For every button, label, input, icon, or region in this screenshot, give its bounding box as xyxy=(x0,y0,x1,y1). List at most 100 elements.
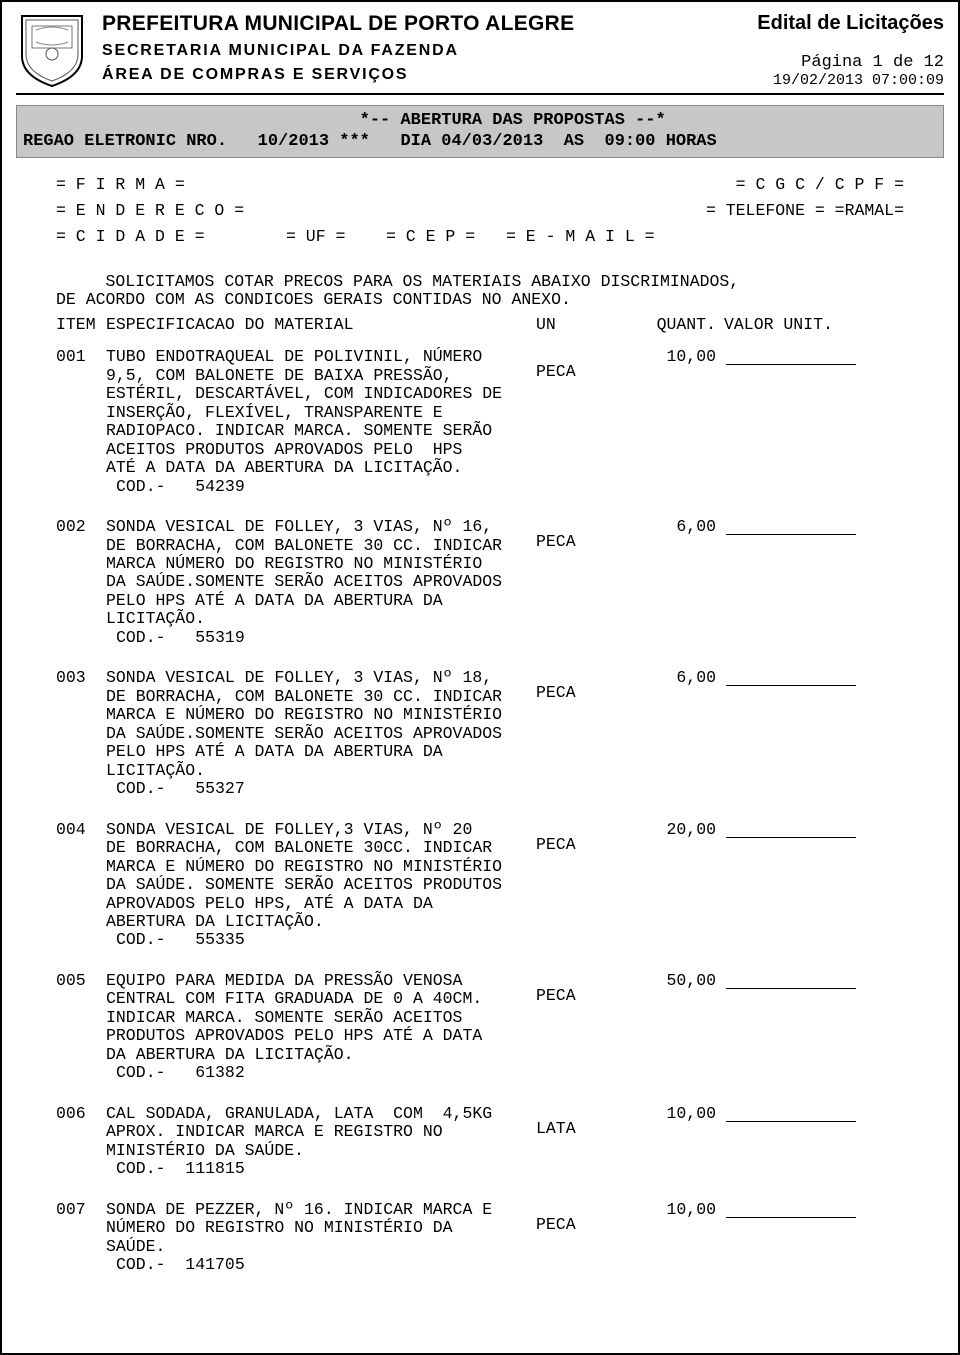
col-quant: QUANT. xyxy=(626,316,716,334)
field-cgc: = C G C / C P F = xyxy=(736,176,904,194)
item-cod: COD.- 54239 xyxy=(106,478,536,496)
valor-line xyxy=(726,521,856,535)
item-desc-text: CAL SODADA, GRANULADA, LATA COM 4,5KG AP… xyxy=(106,1104,492,1160)
header-left: PREFEITURA MUNICIPAL DE PORTO ALEGRE SEC… xyxy=(102,10,757,88)
item-desc-text: SONDA VESICAL DE FOLLEY, 3 VIAS, Nº 16, … xyxy=(106,517,502,628)
item-unit: LATA xyxy=(536,1105,626,1138)
item-valor xyxy=(716,972,904,989)
item-desc-text: SONDA VESICAL DE FOLLEY, 3 VIAS, Nº 18, … xyxy=(106,668,502,779)
valor-line xyxy=(726,1204,856,1218)
field-endereco: = E N D E R E C O = xyxy=(56,202,244,220)
col-item: ITEM xyxy=(56,316,106,334)
item-valor xyxy=(716,821,904,838)
item-row: 005 EQUIPO PARA MEDIDA DA PRESSÃO VENOSA… xyxy=(56,972,904,1083)
item-qty: 10,00 xyxy=(626,1105,716,1123)
item-num: 001 xyxy=(56,348,106,366)
item-unit: PECA xyxy=(536,348,626,381)
item-num: 006 xyxy=(56,1105,106,1123)
page-number: Página 1 de 12 xyxy=(757,53,944,72)
item-unit: PECA xyxy=(536,1201,626,1234)
field-firma: = F I R M A = xyxy=(56,176,185,194)
item-desc: EQUIPO PARA MEDIDA DA PRESSÃO VENOSA CEN… xyxy=(106,972,536,1083)
header-right: Edital de Licitações Página 1 de 12 19/0… xyxy=(757,10,944,89)
item-qty: 10,00 xyxy=(626,348,716,366)
item-desc: TUBO ENDOTRAQUEAL DE POLIVINIL, NÚMERO 9… xyxy=(106,348,536,496)
item-qty: 6,00 xyxy=(626,669,716,687)
item-valor xyxy=(716,669,904,686)
dept-title: SECRETARIA MUNICIPAL DA FAZENDA xyxy=(102,42,757,60)
timestamp: 19/02/2013 07:00:09 xyxy=(757,72,944,89)
item-num: 003 xyxy=(56,669,106,687)
valor-line xyxy=(726,1108,856,1122)
item-valor xyxy=(716,1105,904,1122)
valor-line xyxy=(726,824,856,838)
document-page: PREFEITURA MUNICIPAL DE PORTO ALEGRE SEC… xyxy=(0,0,960,1355)
item-desc-text: EQUIPO PARA MEDIDA DA PRESSÃO VENOSA CEN… xyxy=(106,971,482,1064)
col-un: UN xyxy=(536,316,626,334)
item-desc-text: TUBO ENDOTRAQUEAL DE POLIVINIL, NÚMERO 9… xyxy=(106,347,502,477)
item-unit: PECA xyxy=(536,821,626,854)
valor-line xyxy=(726,351,856,365)
item-num: 005 xyxy=(56,972,106,990)
column-headers: ITEM ESPECIFICACAO DO MATERIAL UN QUANT.… xyxy=(56,316,904,334)
item-row: 002 SONDA VESICAL DE FOLLEY, 3 VIAS, Nº … xyxy=(56,518,904,647)
doc-kind: Edital de Licitações xyxy=(757,12,944,35)
item-cod: COD.- 55319 xyxy=(106,629,536,647)
col-desc: ESPECIFICACAO DO MATERIAL xyxy=(106,316,536,334)
item-num: 002 xyxy=(56,518,106,536)
item-row: 003 SONDA VESICAL DE FOLLEY, 3 VIAS, Nº … xyxy=(56,669,904,798)
intro-text: SOLICITAMOS COTAR PRECOS PARA OS MATERIA… xyxy=(56,273,904,310)
intro-l1: SOLICITAMOS COTAR PRECOS PARA OS MATERIA… xyxy=(56,273,904,291)
item-desc-text: SONDA VESICAL DE FOLLEY,3 VIAS, Nº 20 DE… xyxy=(106,820,502,931)
item-cod: COD.- 55327 xyxy=(106,780,536,798)
row-firma: = F I R M A = = C G C / C P F = xyxy=(56,176,904,194)
field-telefone: = TELEFONE = =RAMAL= xyxy=(706,202,904,220)
item-num: 007 xyxy=(56,1201,106,1219)
item-cod: COD.- 141705 xyxy=(106,1256,536,1274)
item-unit: PECA xyxy=(536,972,626,1005)
item-valor xyxy=(716,348,904,365)
opening-banner: *-- ABERTURA DAS PROPOSTAS --* REGAO ELE… xyxy=(16,105,944,158)
item-qty: 6,00 xyxy=(626,518,716,536)
item-row: 004 SONDA VESICAL DE FOLLEY,3 VIAS, Nº 2… xyxy=(56,821,904,950)
crest-emblem xyxy=(16,10,88,88)
form-fields: = F I R M A = = C G C / C P F = = E N D … xyxy=(56,176,904,247)
item-valor xyxy=(716,518,904,535)
row-cidade: = C I D A D E = = UF = = C E P = = E - M… xyxy=(56,228,904,246)
area-title: ÁREA DE COMPRAS E SERVIÇOS xyxy=(102,66,757,84)
item-row: 006 CAL SODADA, GRANULADA, LATA COM 4,5K… xyxy=(56,1105,904,1179)
intro-l2: DE ACORDO COM AS CONDICOES GERAIS CONTID… xyxy=(56,291,904,309)
item-desc-text: SONDA DE PEZZER, Nº 16. INDICAR MARCA E … xyxy=(106,1200,492,1256)
col-valor: VALOR UNIT. xyxy=(716,316,904,334)
item-num: 004 xyxy=(56,821,106,839)
item-desc: SONDA VESICAL DE FOLLEY,3 VIAS, Nº 20 DE… xyxy=(106,821,536,950)
item-row: 001 TUBO ENDOTRAQUEAL DE POLIVINIL, NÚME… xyxy=(56,348,904,496)
banner-line1: *-- ABERTURA DAS PROPOSTAS --* xyxy=(23,111,666,130)
items-list: 001 TUBO ENDOTRAQUEAL DE POLIVINIL, NÚME… xyxy=(56,348,904,1274)
row-endereco: = E N D E R E C O = = TELEFONE = =RAMAL= xyxy=(56,202,904,220)
item-unit: PECA xyxy=(536,669,626,702)
body: = F I R M A = = C G C / C P F = = E N D … xyxy=(16,176,944,1275)
item-desc: SONDA VESICAL DE FOLLEY, 3 VIAS, Nº 18, … xyxy=(106,669,536,798)
banner-line2: REGAO ELETRONIC NRO. 10/2013 *** DIA 04/… xyxy=(23,132,717,151)
item-desc: SONDA VESICAL DE FOLLEY, 3 VIAS, Nº 16, … xyxy=(106,518,536,647)
valor-line xyxy=(726,975,856,989)
item-valor xyxy=(716,1201,904,1218)
field-cidade: = C I D A D E = xyxy=(56,228,286,246)
field-cep: = C E P = xyxy=(386,228,506,246)
field-uf: = UF = xyxy=(286,228,386,246)
item-qty: 10,00 xyxy=(626,1201,716,1219)
item-cod: COD.- 55335 xyxy=(106,931,536,949)
item-desc: SONDA DE PEZZER, Nº 16. INDICAR MARCA E … xyxy=(106,1201,536,1275)
item-qty: 20,00 xyxy=(626,821,716,839)
item-cod: COD.- 111815 xyxy=(106,1160,536,1178)
item-desc: CAL SODADA, GRANULADA, LATA COM 4,5KG AP… xyxy=(106,1105,536,1179)
header: PREFEITURA MUNICIPAL DE PORTO ALEGRE SEC… xyxy=(16,10,944,95)
item-cod: COD.- 61382 xyxy=(106,1064,536,1082)
item-qty: 50,00 xyxy=(626,972,716,990)
item-unit: PECA xyxy=(536,518,626,551)
field-email: = E - M A I L = xyxy=(506,228,655,246)
item-row: 007 SONDA DE PEZZER, Nº 16. INDICAR MARC… xyxy=(56,1201,904,1275)
valor-line xyxy=(726,672,856,686)
org-title: PREFEITURA MUNICIPAL DE PORTO ALEGRE xyxy=(102,12,757,36)
